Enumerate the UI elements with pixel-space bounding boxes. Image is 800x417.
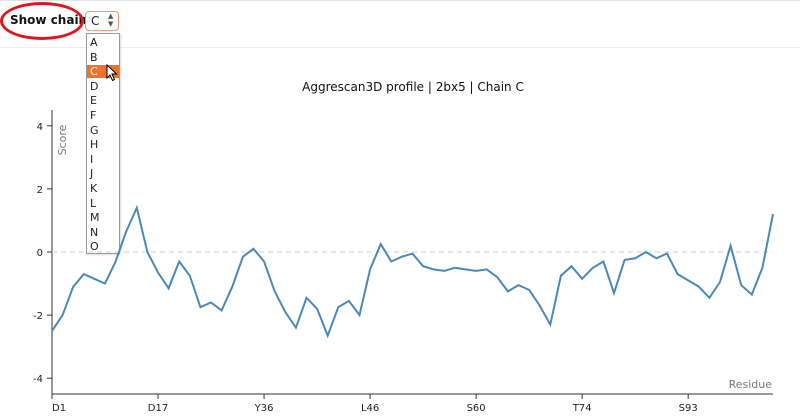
chain-option-f[interactable]: F	[90, 109, 97, 122]
score-series-line	[51, 204, 774, 339]
chain-option-d[interactable]: D	[90, 79, 99, 93]
y-tick-label: -4	[33, 374, 43, 385]
x-axis-label: Residue	[729, 378, 773, 391]
chain-option-h[interactable]: H	[90, 138, 99, 152]
mouse-cursor-icon	[106, 63, 118, 86]
y-axis-label: Score	[56, 124, 69, 155]
x-tick-label: S60	[467, 403, 486, 414]
x-tick-label: T74	[572, 403, 592, 414]
y-tick-label: 4	[37, 122, 43, 133]
chain-option-a[interactable]: A	[90, 36, 98, 49]
chain-option-g[interactable]: G	[90, 123, 99, 137]
chain-option-e[interactable]: E	[90, 94, 97, 108]
y-axis: -4 -2 0 2 4	[33, 110, 53, 394]
x-axis: D1 D17 Y36 L46 S60 T74 S93	[51, 393, 773, 414]
y-tick-label: -2	[33, 311, 43, 322]
x-tick-label: D17	[148, 403, 168, 414]
chain-select-value: C	[91, 14, 100, 28]
chain-option-n[interactable]: N	[90, 225, 99, 239]
y-tick-label: 0	[37, 248, 43, 259]
chain-option-b[interactable]: B	[90, 50, 98, 64]
chain-option-l[interactable]: L	[90, 196, 97, 210]
highlight-annotation-oval	[0, 2, 84, 40]
chain-option-m[interactable]: M	[90, 211, 100, 225]
controls-bar	[0, 0, 800, 48]
chain-option-o[interactable]: O	[90, 240, 99, 254]
y-tick-label: 2	[37, 185, 43, 196]
chart-title: Aggrescan3D profile | 2bx5 | Chain C	[302, 80, 524, 94]
chain-option-k[interactable]: K	[90, 182, 98, 195]
x-tick-label: D1	[52, 403, 66, 414]
chain-option-i[interactable]: I	[90, 152, 94, 166]
x-tick-label: L46	[361, 403, 379, 414]
chain-option-j[interactable]: J	[90, 167, 94, 181]
x-tick-label: S93	[679, 403, 698, 414]
select-arrows-icon: ▲ ▼	[108, 12, 114, 28]
chain-select[interactable]: C ▲ ▼	[85, 11, 119, 31]
x-tick-label: Y36	[254, 403, 274, 414]
